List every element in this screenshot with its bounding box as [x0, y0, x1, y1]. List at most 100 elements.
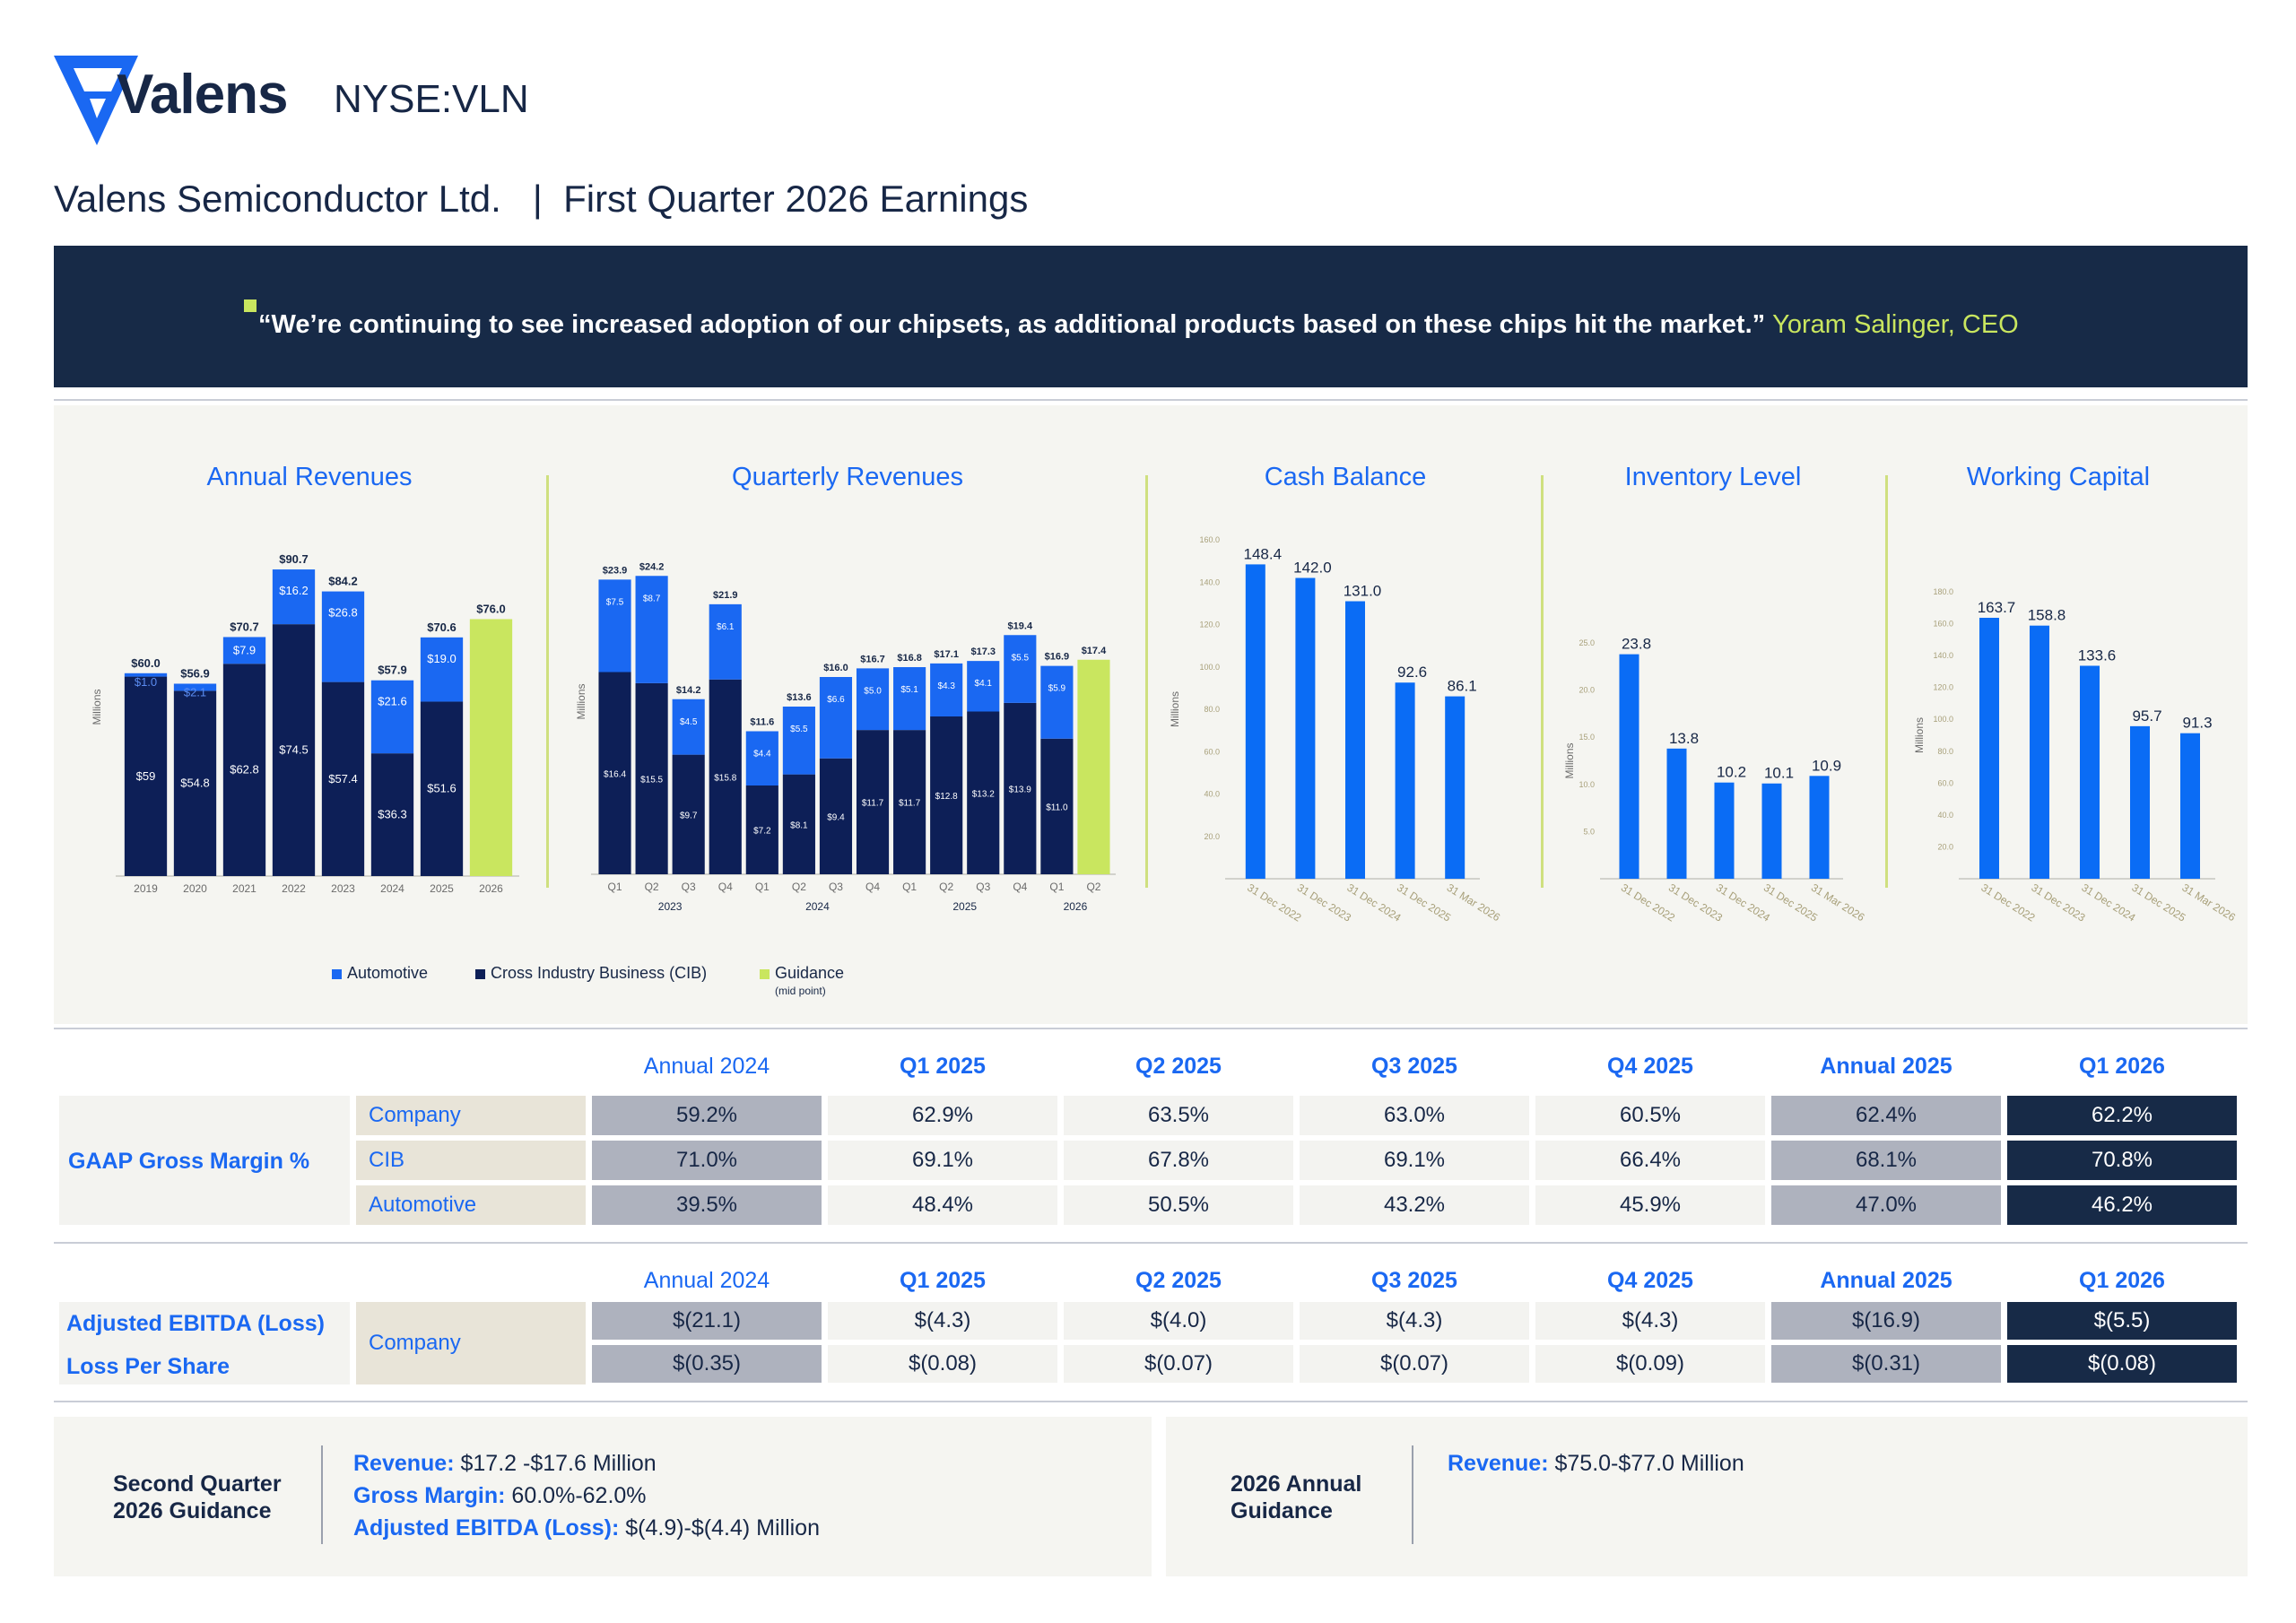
table-cell: $(0.31) — [1771, 1345, 2001, 1383]
data-label-automotive: $5.1 — [900, 685, 918, 695]
data-label-cib: $15.8 — [714, 773, 736, 783]
x-tick-label: Q4 — [718, 881, 733, 893]
data-label-automotive: $7.9 — [233, 643, 256, 656]
q2-guidance-heading-1: Second Quarter — [113, 1471, 282, 1497]
q2-guidance-lines: Revenue: $17.2 -$17.6 Million Gross Marg… — [353, 1447, 820, 1544]
column-header: Q1 2026 — [2079, 1054, 2165, 1079]
bar-automotive — [598, 579, 631, 673]
quote-marker-icon — [244, 299, 257, 312]
bar — [1761, 783, 1782, 879]
margin-sub-label: Automotive — [356, 1185, 586, 1225]
q2-guidance-ebitda: Adjusted EBITDA (Loss): $(4.9)-$(4.4) Mi… — [353, 1512, 820, 1544]
data-label-total: $14.2 — [676, 685, 701, 696]
table-cell: 62.4% — [1771, 1096, 2001, 1135]
ebitda-sub-label: Company — [356, 1302, 586, 1384]
table-cell: 70.8% — [2007, 1141, 2237, 1180]
table-cell: $(4.3) — [1300, 1302, 1529, 1340]
x-tick-label: 31 Dec 2024 — [1344, 881, 1403, 924]
data-label-total: $76.0 — [476, 602, 506, 615]
bar — [1245, 564, 1265, 879]
x-tick-label: 31 Mar 2026 — [1809, 881, 1867, 924]
bar-cib — [370, 753, 414, 876]
data-label-total: $70.6 — [427, 621, 457, 634]
data-label-total: $16.7 — [860, 654, 885, 664]
table-cell: 69.1% — [828, 1141, 1057, 1180]
bar-guidance — [469, 619, 513, 876]
bar — [1445, 696, 1465, 879]
table-cell: $(0.35) — [592, 1345, 822, 1383]
bar — [2030, 625, 2049, 879]
data-label-cib: $11.7 — [862, 799, 884, 809]
data-label-cib: $36.3 — [378, 808, 407, 821]
chart-divider — [546, 475, 549, 888]
data-label: 163.7 — [1978, 599, 2016, 616]
annual-guidance-heading-2: Guidance — [1231, 1498, 1333, 1523]
x-tick-label: 2021 — [232, 882, 257, 895]
q2-guidance-gross-margin: Gross Margin: 60.0%-62.0% — [353, 1480, 820, 1512]
bar-cib — [598, 672, 631, 874]
x-tick-label: Q2 — [792, 881, 806, 893]
data-label-cib: $74.5 — [279, 743, 309, 757]
annual-guidance-box — [1166, 1417, 2248, 1576]
bar — [1809, 776, 1830, 879]
data-label-automotive: $4.4 — [753, 750, 771, 759]
data-label-cib: $51.6 — [427, 782, 457, 795]
data-label-cib: $59 — [136, 769, 156, 783]
data-label-automotive: $19.0 — [427, 652, 457, 665]
y-tick-label: 160.0 — [1199, 535, 1220, 544]
bar-automotive — [321, 591, 365, 682]
data-label-total: $60.0 — [131, 656, 161, 670]
cash-balance-chart: Millions 20.0 40.0 60.0 80.0 100.0 120.0 140.0 1… — [1169, 535, 1502, 924]
column-header: Q1 2026 — [2079, 1268, 2165, 1293]
guidance-key: Gross Margin: — [353, 1483, 506, 1508]
legend-automotive: Automotive — [347, 964, 429, 982]
table-cell: 69.1% — [1300, 1141, 1529, 1180]
column-header: Annual 2024 — [643, 1268, 770, 1293]
bar — [2080, 665, 2100, 879]
data-label-total: $16.0 — [823, 663, 848, 673]
margin-sub-label: Company — [356, 1096, 586, 1135]
data-label: 86.1 — [1448, 678, 1477, 695]
bar-cib — [635, 682, 668, 874]
x-group-label: 2023 — [658, 900, 683, 913]
column-header: Q2 2025 — [1135, 1268, 1222, 1293]
bar — [2130, 725, 2150, 879]
annual-revenues-chart: Millions $59 $1.0 $60.0 2019 $54.8 $2.1 $56.9 20… — [91, 552, 519, 895]
ebitda-row-label-box — [59, 1302, 350, 1384]
divider-line — [54, 1242, 2248, 1244]
data-label-cib: $54.8 — [180, 777, 210, 790]
data-label-total: $13.6 — [787, 692, 812, 703]
data-label-automotive: $7.5 — [606, 597, 624, 607]
y-tick-label: 5.0 — [1583, 827, 1595, 836]
data-label-automotive: $4.1 — [975, 679, 993, 689]
bar — [1714, 782, 1735, 879]
guidance-key: Adjusted EBITDA (Loss): — [353, 1515, 620, 1541]
chart-title-working-capital: Working Capital — [1966, 463, 2151, 491]
table-cell: 43.2% — [1300, 1185, 1529, 1225]
data-label: 10.9 — [1812, 757, 1841, 774]
bar-cib — [321, 681, 365, 876]
table-cell: 47.0% — [1771, 1185, 2001, 1225]
x-group-label: 2026 — [1064, 900, 1088, 913]
y-tick-label: 40.0 — [1937, 811, 1953, 820]
bar-automotive — [222, 637, 266, 664]
q2-guidance-heading: Second Quarter 2026 Guidance — [113, 1471, 282, 1524]
column-header: Q3 2025 — [1371, 1054, 1457, 1079]
column-header: Q2 2025 — [1135, 1054, 1222, 1079]
bar-cib — [893, 730, 926, 874]
bar-cib — [173, 690, 217, 876]
data-label-total: $19.4 — [1008, 621, 1033, 631]
x-tick-label: Q3 — [976, 881, 990, 893]
data-label-cib: $8.1 — [790, 820, 808, 830]
divider-line — [54, 399, 2248, 401]
data-label: 133.6 — [2078, 647, 2117, 664]
bar-cib — [272, 624, 316, 876]
legend-cib: Cross Industry Business (CIB) — [491, 964, 708, 982]
quote-text: “We’re continuing to see increased adopt… — [258, 310, 1766, 339]
bar-cib — [745, 785, 778, 874]
table-cell: 63.5% — [1064, 1096, 1293, 1135]
data-label-cib: $62.8 — [230, 763, 259, 777]
chart-title-inventory: Inventory Level — [1624, 463, 1802, 491]
chart-divider — [1541, 475, 1544, 888]
guidance-value: $75.0-$77.0 Million — [1548, 1451, 1744, 1476]
